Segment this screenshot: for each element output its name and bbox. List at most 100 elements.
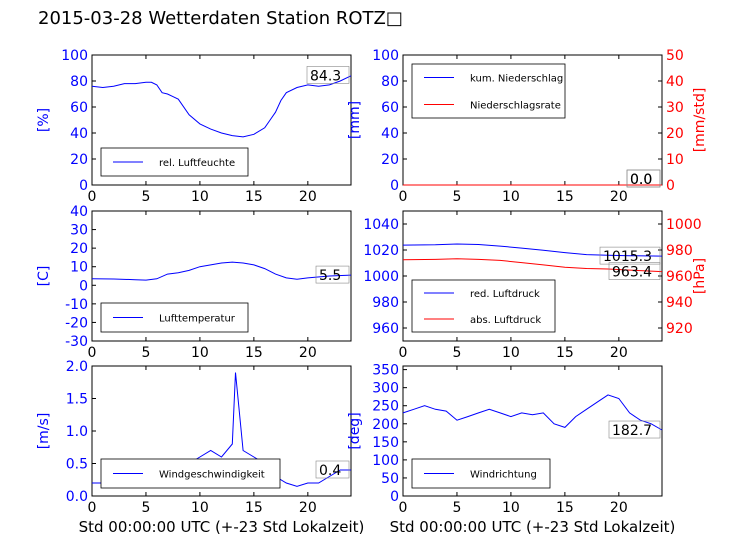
y-tick-label: 10 (70, 260, 88, 276)
value-annotation: 1015.3 (603, 249, 652, 265)
value-annotation-box (608, 420, 661, 439)
y-axis-label: [mm] (347, 101, 363, 139)
y-tick-label: -30 (65, 334, 88, 350)
x-tick-label: 15 (245, 500, 263, 516)
y-tick-label: 980 (372, 295, 399, 311)
y-tick-label: 1000 (363, 269, 399, 285)
y-tick-label: 200 (372, 417, 399, 433)
series-line (402, 258, 663, 273)
y2-tick-label: 40 (666, 74, 684, 90)
x-tick-label: 15 (556, 345, 574, 361)
x-tick-label: 20 (299, 345, 317, 361)
series-line (91, 261, 352, 281)
y2-tick-label: 0 (666, 178, 675, 194)
y-tick-label: 80 (381, 74, 399, 90)
y-tick-label: 30 (70, 223, 88, 239)
x-tick-label: 20 (610, 345, 628, 361)
value-annotation-box (599, 246, 661, 265)
x-tick-label: 0 (399, 189, 408, 205)
y-tick-label: 960 (372, 321, 399, 337)
y-axis-label: [%] (36, 108, 52, 132)
y-tick-label: 20 (70, 152, 88, 168)
x-tick-label: 15 (245, 189, 263, 205)
y-tick-label: -10 (65, 297, 88, 313)
x-axis-label: Std 00:00:00 UTC (+-23 Std Lokalzeit) (390, 518, 676, 536)
x-tick-label: 15 (556, 189, 574, 205)
y2-tick-label: 940 (666, 295, 693, 311)
x-tick-label: 0 (88, 345, 97, 361)
value-annotation-box (626, 169, 661, 188)
x-tick-label: 15 (556, 500, 574, 516)
y-tick-label: 150 (372, 435, 399, 451)
y-tick-label: 20 (381, 152, 399, 168)
legend-box (100, 302, 249, 333)
value-annotation: 84.3 (310, 68, 341, 84)
legend-label: Lufttemperatur (159, 314, 236, 325)
x-tick-label: 0 (88, 500, 97, 516)
y-tick-label: 1040 (363, 217, 399, 233)
value-annotation-box (608, 262, 661, 280)
x-tick-label: 15 (245, 345, 263, 361)
y2-axis-label: [hPa] (692, 258, 708, 294)
value-annotation: 5.5 (319, 268, 341, 284)
x-tick-label: 10 (502, 500, 520, 516)
y2-tick-label: 20 (666, 126, 684, 142)
y-tick-label: 100 (61, 48, 88, 64)
y-tick-label: 100 (372, 453, 399, 469)
figure-title: 2015-03-28 Wetterdaten Station ROTZ□ (38, 8, 403, 29)
y-tick-label: 1.0 (66, 424, 88, 440)
legend-label: abs. Luftdruck (470, 315, 541, 326)
legend-label: kum. Niederschlag (470, 74, 563, 85)
legend-label: red. Luftdruck (470, 289, 540, 300)
plot-frame (91, 54, 352, 186)
value-annotation-box (306, 66, 350, 84)
x-tick-label: 10 (191, 500, 209, 516)
y-tick-label: 50 (381, 471, 399, 487)
x-axis-label: Std 00:00:00 UTC (+-23 Std Lokalzeit) (79, 518, 365, 536)
series-line (91, 75, 352, 138)
x-tick-label: 5 (452, 345, 461, 361)
y-tick-label: 0 (390, 489, 399, 505)
value-annotation: 182.7 (612, 423, 652, 439)
y-tick-label: 0 (390, 178, 399, 194)
x-tick-label: 5 (141, 345, 150, 361)
x-tick-label: 0 (399, 345, 408, 361)
y-axis-label: [m/s] (36, 413, 52, 450)
y-tick-label: 40 (70, 126, 88, 142)
y-tick-label: -20 (65, 315, 88, 331)
x-tick-label: 5 (452, 500, 461, 516)
y-tick-label: 300 (372, 381, 399, 397)
plot-frame (402, 365, 663, 497)
series-line (402, 243, 663, 257)
y-tick-label: 0 (79, 278, 88, 294)
value-annotation: 0.4 (319, 463, 341, 479)
y-tick-label: 0.5 (66, 457, 88, 473)
x-tick-label: 10 (191, 345, 209, 361)
y-tick-label: 0 (79, 178, 88, 194)
legend-label: Niederschlagsrate (470, 101, 561, 112)
y-tick-label: 1020 (363, 243, 399, 259)
x-tick-label: 10 (191, 189, 209, 205)
x-tick-label: 5 (141, 500, 150, 516)
x-tick-label: 10 (502, 345, 520, 361)
value-annotation-box (315, 460, 350, 479)
x-tick-label: 20 (299, 500, 317, 516)
y2-tick-label: 960 (666, 269, 693, 285)
y2-tick-label: 10 (666, 152, 684, 168)
y-tick-label: 350 (372, 363, 399, 379)
y-tick-label: 250 (372, 399, 399, 415)
y2-tick-label: 1000 (666, 217, 702, 233)
y-tick-label: 60 (70, 100, 88, 116)
x-tick-label: 20 (299, 189, 317, 205)
series-line (402, 394, 663, 431)
y-tick-label: 80 (70, 74, 88, 90)
y2-tick-label: 50 (666, 48, 684, 64)
plot-frame (91, 210, 352, 342)
y-axis-label: [C] (36, 266, 52, 287)
value-annotation: 0.0 (630, 172, 652, 188)
y2-tick-label: 980 (666, 243, 693, 259)
y-tick-label: 40 (381, 126, 399, 142)
value-annotation: 963.4 (612, 265, 652, 281)
y2-axis-label: [mm/std] (692, 88, 708, 153)
y2-tick-label: 30 (666, 100, 684, 116)
